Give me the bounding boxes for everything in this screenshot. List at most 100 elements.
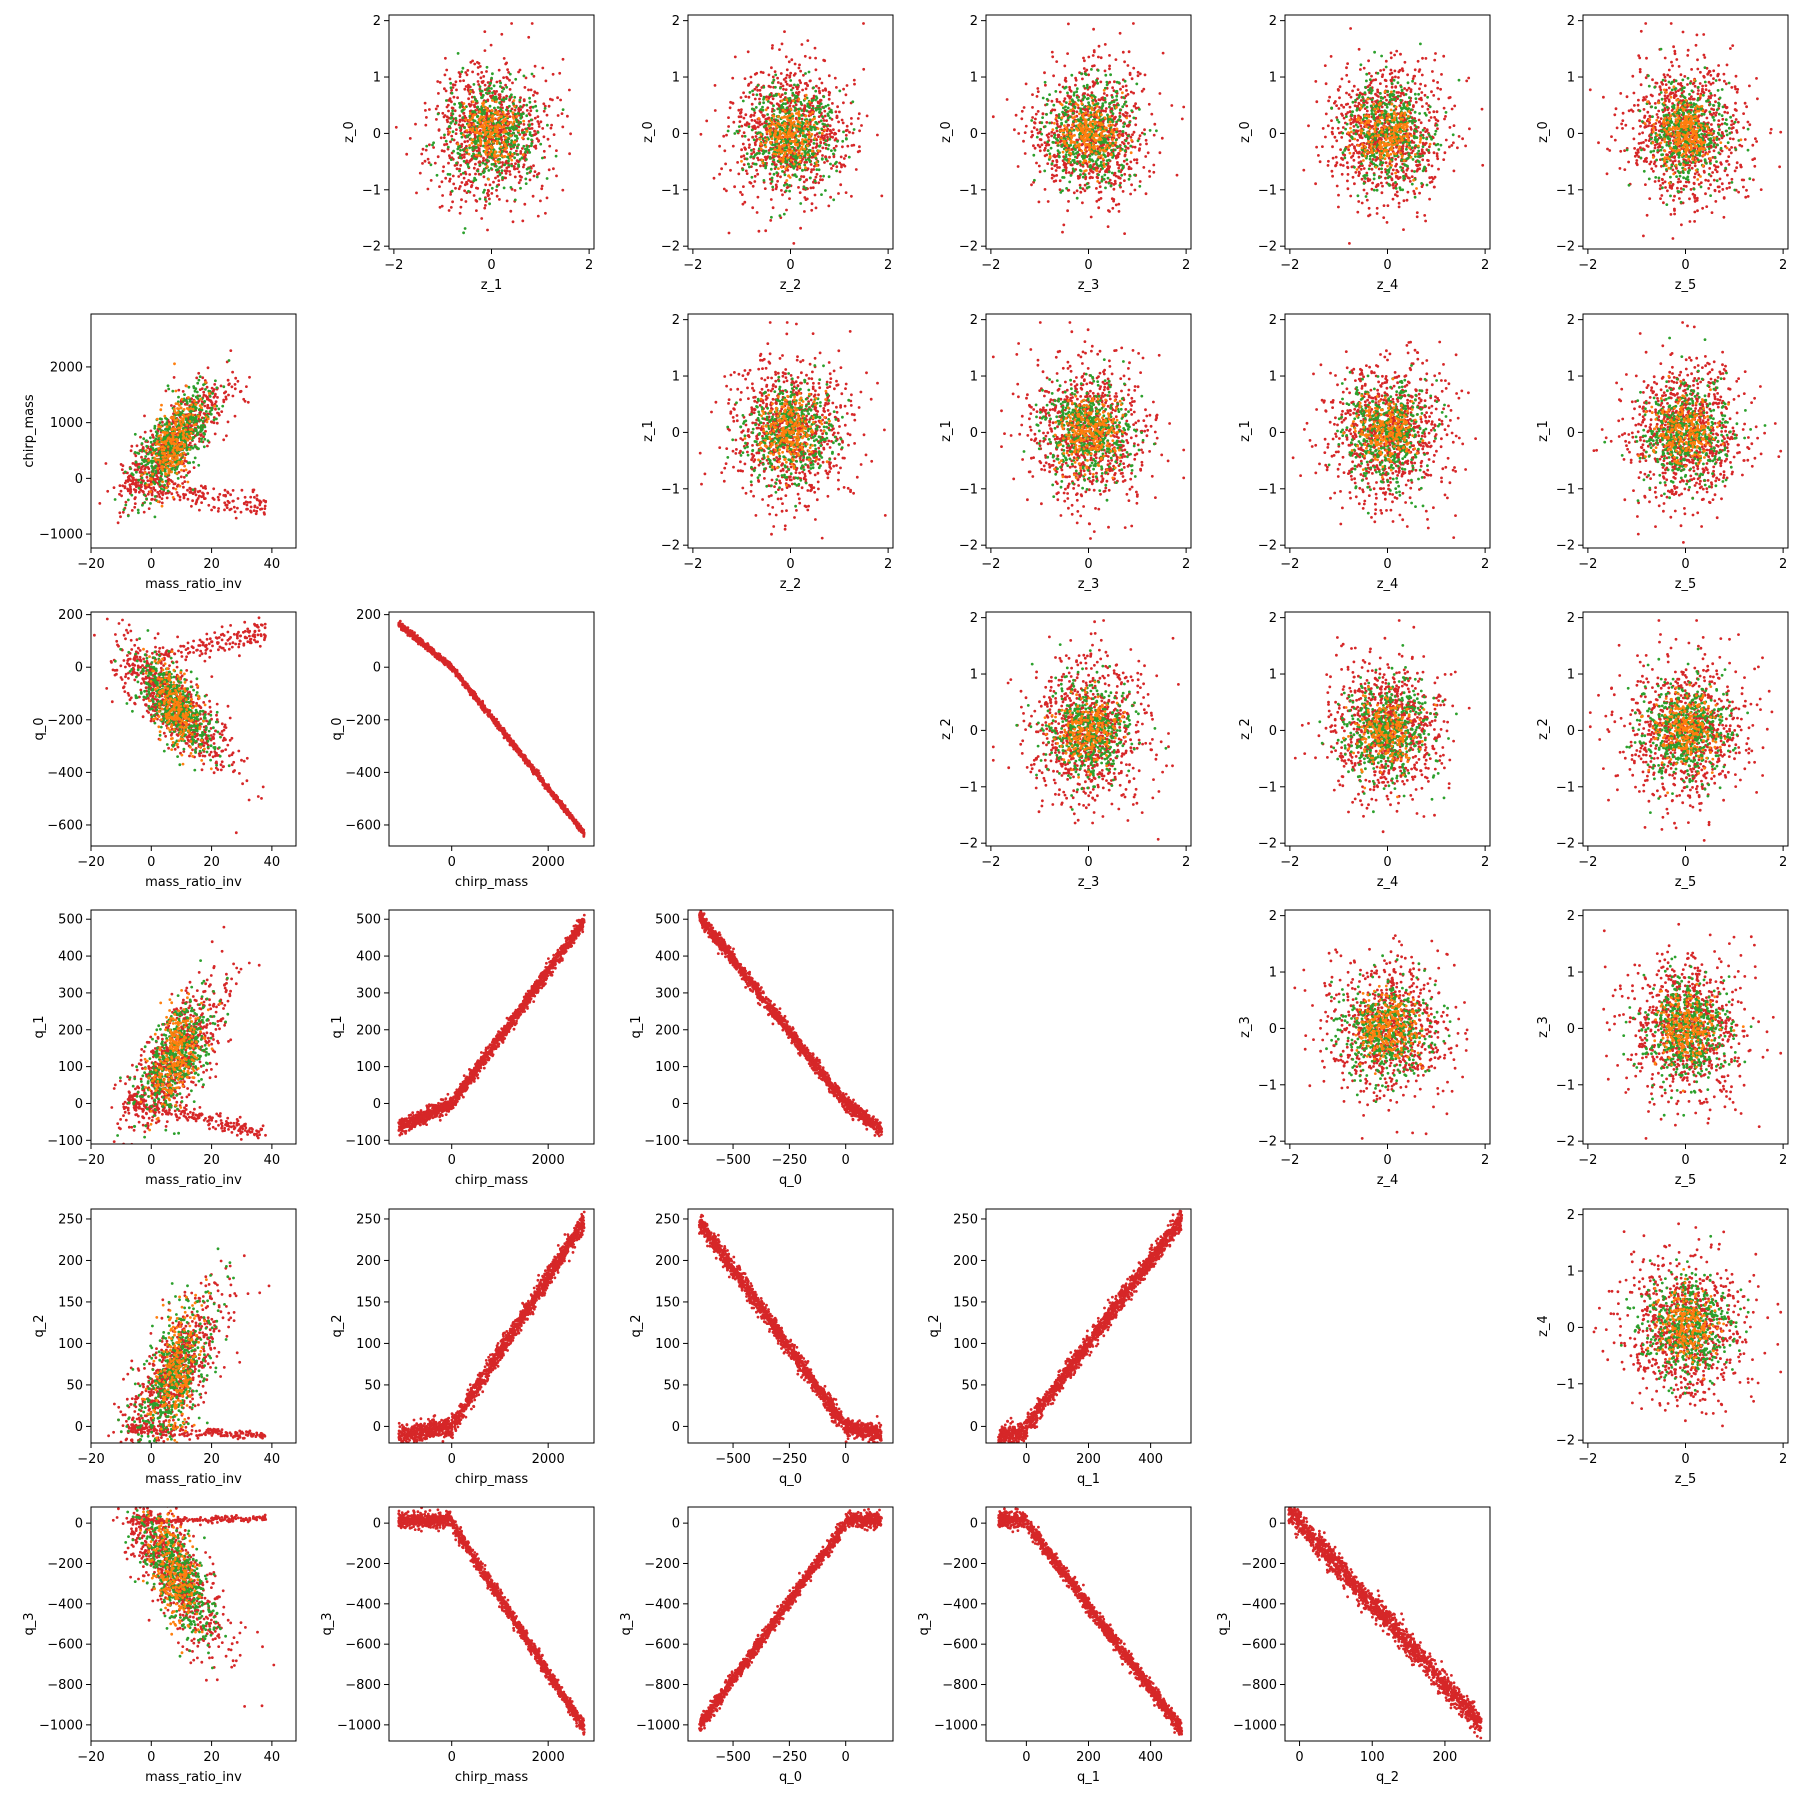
scatter-point [492, 180, 495, 184]
scatter-point [475, 153, 478, 157]
scatter-point [1068, 128, 1071, 132]
scatter-point [1045, 97, 1049, 101]
scatter-point [496, 160, 500, 164]
scatter-point [486, 139, 490, 143]
scatter-point [1349, 121, 1353, 125]
scatter-point [1095, 162, 1099, 166]
scatter-point [1127, 124, 1130, 128]
scatter-point [1055, 122, 1059, 126]
scatter-point [1107, 181, 1111, 185]
scatter-point [1426, 107, 1430, 111]
scatter-point [521, 153, 525, 157]
scatter-point [827, 204, 831, 208]
scatter-point [776, 174, 779, 178]
scatter-point [802, 175, 806, 179]
scatter-point [1118, 184, 1122, 187]
scatter-point [789, 162, 792, 166]
scatter-point [531, 105, 535, 109]
scatter-point [1118, 144, 1121, 148]
scatter-point [1099, 160, 1103, 164]
scatter-point [497, 183, 501, 187]
scatter-point [525, 114, 529, 118]
scatter-point [699, 132, 703, 136]
scatter-point [1072, 120, 1075, 123]
scatter-point [757, 121, 760, 125]
scatter-point [720, 167, 723, 171]
scatter-point [761, 152, 765, 156]
scatter-point [1359, 68, 1362, 71]
scatter-point [508, 88, 512, 91]
scatter-point [1403, 60, 1407, 64]
scatter-point [755, 132, 759, 135]
scatter-point [528, 123, 532, 126]
scatter-point [1068, 180, 1072, 184]
scatter-point [784, 91, 787, 95]
scatter-point [778, 130, 782, 134]
scatter-point [1084, 177, 1087, 181]
scatter-point [475, 149, 479, 153]
scatter-point [543, 107, 547, 110]
scatter-point [784, 128, 787, 132]
scatter-point [1182, 105, 1186, 109]
scatter-point [1092, 134, 1096, 137]
scatter-point [1315, 145, 1318, 149]
scatter-point [788, 184, 791, 187]
scatter-point [773, 70, 777, 73]
scatter-point [1146, 151, 1150, 155]
scatter-point [1087, 172, 1091, 175]
scatter-point [1398, 68, 1402, 72]
scatter-point [1125, 116, 1129, 120]
scatter-point [429, 163, 433, 167]
scatter-point [841, 139, 845, 143]
scatter-point [425, 144, 429, 148]
scatter-point [1074, 124, 1078, 128]
scatter-point [488, 104, 492, 108]
scatter-point [842, 87, 845, 91]
scatter-point [479, 76, 483, 80]
scatter-point [1061, 110, 1064, 114]
scatter-point [518, 158, 522, 161]
scatter-point [1095, 104, 1099, 108]
scatter-point [522, 163, 526, 167]
scatter-point [446, 120, 449, 124]
scatter-point [483, 30, 487, 33]
scatter-point [464, 85, 468, 88]
scatter-point [1412, 189, 1416, 193]
scatter-point [1127, 141, 1130, 145]
scatter-point [770, 116, 774, 120]
scatter-point [812, 155, 815, 159]
scatter-point [1358, 172, 1361, 175]
scatter-point [1114, 141, 1118, 145]
scatter-point [737, 115, 741, 119]
scatter-point [484, 204, 487, 207]
scatter-point [465, 73, 469, 77]
scatter-point [517, 129, 520, 133]
scatter-point [463, 227, 467, 230]
scatter-point [770, 66, 773, 70]
scatter-point [1420, 91, 1424, 94]
scatter-point [561, 57, 565, 61]
scatter-point [824, 155, 827, 159]
scatter-point [830, 167, 833, 170]
scatter-point [1133, 173, 1136, 177]
scatter-point [532, 164, 535, 168]
scatter-point [1335, 139, 1339, 143]
scatter-point [1382, 216, 1386, 220]
scatter-point [452, 149, 455, 153]
scatter-point [792, 99, 795, 103]
scatter-point [533, 170, 537, 174]
scatter-point [810, 168, 814, 172]
scatter-point [476, 61, 479, 64]
scatter-point [1100, 154, 1103, 158]
scatter-point [780, 99, 784, 103]
scatter-point [847, 155, 851, 159]
scatter-point [750, 118, 754, 122]
scatter-point [1108, 178, 1112, 182]
scatter-point [434, 107, 438, 111]
scatter-point [1414, 100, 1418, 104]
x-tick-label: 2 [1182, 258, 1190, 273]
scatter-point [797, 134, 801, 138]
scatter-point [1083, 92, 1087, 95]
scatter-point [1175, 173, 1179, 177]
scatter-point [1104, 146, 1107, 150]
